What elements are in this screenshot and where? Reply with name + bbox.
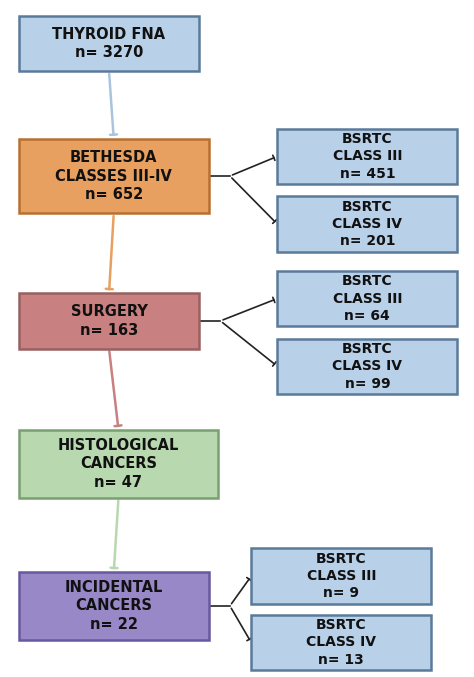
FancyBboxPatch shape <box>19 430 218 498</box>
FancyBboxPatch shape <box>277 338 457 394</box>
FancyBboxPatch shape <box>19 16 199 71</box>
FancyBboxPatch shape <box>277 271 457 326</box>
Text: BSRTC
CLASS III
n= 64: BSRTC CLASS III n= 64 <box>333 274 402 323</box>
FancyBboxPatch shape <box>277 129 457 184</box>
Text: SURGERY
n= 163: SURGERY n= 163 <box>71 304 147 338</box>
Text: BSRTC
CLASS IV
n= 201: BSRTC CLASS IV n= 201 <box>332 200 402 248</box>
FancyBboxPatch shape <box>19 293 199 349</box>
FancyBboxPatch shape <box>251 615 431 670</box>
Text: BSRTC
CLASS III
n= 9: BSRTC CLASS III n= 9 <box>307 552 376 600</box>
FancyBboxPatch shape <box>19 572 209 640</box>
FancyBboxPatch shape <box>251 548 431 604</box>
Text: BETHESDA
CLASSES III-IV
n= 652: BETHESDA CLASSES III-IV n= 652 <box>55 150 172 202</box>
Text: BSRTC
CLASS IV
n= 13: BSRTC CLASS IV n= 13 <box>306 618 376 667</box>
Text: BSRTC
CLASS IV
n= 99: BSRTC CLASS IV n= 99 <box>332 342 402 391</box>
Text: THYROID FNA
n= 3270: THYROID FNA n= 3270 <box>53 26 165 60</box>
Text: INCIDENTAL
CANCERS
n= 22: INCIDENTAL CANCERS n= 22 <box>64 580 163 632</box>
Text: BSRTC
CLASS III
n= 451: BSRTC CLASS III n= 451 <box>333 132 402 181</box>
FancyBboxPatch shape <box>19 139 209 213</box>
Text: HISTOLOGICAL
CANCERS
n= 47: HISTOLOGICAL CANCERS n= 47 <box>58 437 179 490</box>
FancyBboxPatch shape <box>277 196 457 252</box>
